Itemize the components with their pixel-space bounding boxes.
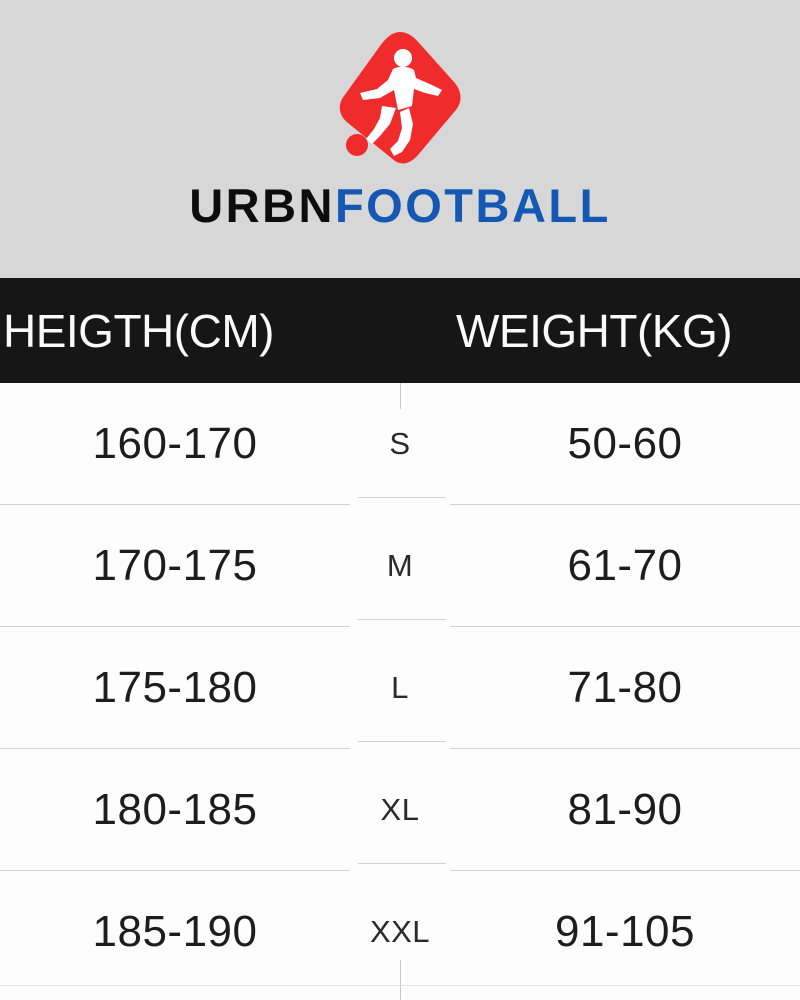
football-player-diamond-logo (330, 28, 470, 176)
row-divider-right (450, 626, 800, 627)
row-divider-right (450, 748, 800, 749)
row-divider-center (358, 497, 446, 498)
row-divider-center (358, 863, 446, 864)
cell-size: XL (380, 792, 420, 827)
cell-height: 175-180 (92, 663, 258, 712)
center-column-tick-top (400, 383, 401, 409)
table-bottom-divider (0, 985, 800, 986)
cell-weight: 91-105 (554, 907, 695, 956)
column-header-height: HEIGTH(CM) (3, 304, 274, 357)
cell-height: 160-170 (92, 419, 258, 468)
table-row: 160-170 S 50-60 (0, 383, 800, 505)
cell-weight: 61-70 (567, 541, 683, 590)
cell-weight: 50-60 (567, 419, 683, 468)
cell-height: 170-175 (92, 541, 258, 590)
center-column-tick-bottom (400, 960, 401, 1000)
cell-weight: 71-80 (567, 663, 683, 712)
row-divider-center (358, 741, 446, 742)
row-divider-left (0, 748, 350, 749)
row-divider-right (450, 870, 800, 871)
table-header-row: HEIGTH(CM) WEIGHT(KG) (0, 278, 800, 383)
cell-size: XXL (369, 914, 431, 949)
cell-size: L (391, 670, 409, 705)
table-body: 160-170 S 50-60 170-175 M 61-70 175-180 … (0, 383, 800, 1000)
table-row: 185-190 XXL 91-105 (0, 871, 800, 993)
row-divider-left (0, 870, 350, 871)
cell-height: 180-185 (92, 785, 258, 834)
row-divider-left (0, 626, 350, 627)
wordmark-football: FOOTBALL (334, 179, 611, 232)
brand-wordmark: URBNFOOTBALL (189, 182, 611, 229)
cell-height: 185-190 (92, 907, 258, 956)
size-chart-table: HEIGTH(CM) WEIGHT(KG) 160-170 S 50-60 17… (0, 278, 800, 1000)
cell-weight: 81-90 (567, 785, 683, 834)
column-header-weight: WEIGHT(KG) (456, 304, 733, 357)
row-divider-center (358, 619, 446, 620)
cell-size: S (389, 426, 411, 461)
table-row: 175-180 L 71-80 (0, 627, 800, 749)
wordmark-urbn: URBN (189, 179, 335, 232)
table-row: 170-175 M 61-70 (0, 505, 800, 627)
row-divider-right (450, 504, 800, 505)
brand-panel: URBNFOOTBALL (0, 0, 800, 278)
cell-size: M (386, 548, 414, 583)
row-divider-left (0, 504, 350, 505)
table-row: 180-185 XL 81-90 (0, 749, 800, 871)
